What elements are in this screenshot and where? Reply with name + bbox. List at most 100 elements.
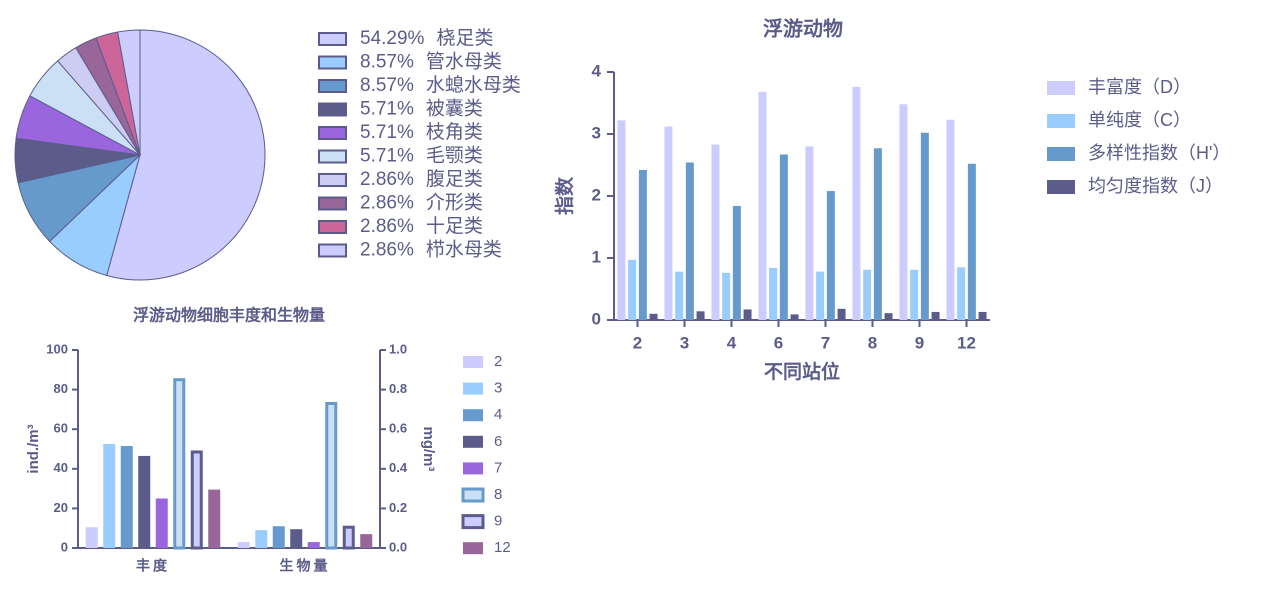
legend-swatch xyxy=(318,196,347,211)
legend-entry: 2.86% 介形类 xyxy=(360,192,483,214)
bar xyxy=(664,126,673,320)
x-tick-label: 2 xyxy=(633,333,642,352)
legend-percent: 8.57% xyxy=(360,52,414,73)
legend-label: 丰富度（D） xyxy=(1088,77,1191,97)
legend-entry: 54.29% 桡足类 xyxy=(360,27,493,49)
legend-swatch xyxy=(461,514,485,530)
legend-swatch xyxy=(1047,147,1075,161)
legend-percent: 5.71% xyxy=(360,146,414,167)
bar xyxy=(675,271,684,320)
legend-label: 9 xyxy=(494,513,502,530)
bar xyxy=(920,132,929,320)
bar xyxy=(852,86,861,320)
y2-tick-label: 1.0 xyxy=(389,341,407,356)
y2-axis-label: mg/m³ xyxy=(420,427,437,472)
legend-label: 4 xyxy=(494,406,502,423)
legend-label: 被囊类 xyxy=(426,98,483,120)
bar xyxy=(826,191,835,320)
bar xyxy=(732,205,741,320)
legend-label: 2 xyxy=(494,353,502,370)
legend-entry: 5.71% 枝角类 xyxy=(360,121,483,143)
x-axis-label: 不同站位 xyxy=(764,360,840,383)
legend-swatch xyxy=(1047,81,1075,95)
legend-swatch xyxy=(463,382,483,395)
legend-label: 均匀度指数（J） xyxy=(1088,176,1223,196)
legend-swatch xyxy=(463,462,483,475)
legend-label: 管水母类 xyxy=(426,51,502,73)
y-axis-label: ind./m³ xyxy=(25,424,42,473)
bar xyxy=(711,144,720,320)
legend-label: 3 xyxy=(494,380,502,397)
bar xyxy=(910,269,919,320)
legend-label: 6 xyxy=(494,433,502,450)
bar xyxy=(208,489,221,548)
bar xyxy=(237,542,250,548)
chart-title: 浮游动物细胞丰度和生物量 xyxy=(133,306,325,325)
bar xyxy=(696,311,705,320)
legend-swatch xyxy=(318,126,347,140)
legend-swatch xyxy=(1047,180,1075,194)
bar xyxy=(649,313,658,320)
x-tick-label: 8 xyxy=(868,333,877,352)
legend-label: 7 xyxy=(494,459,502,476)
bar xyxy=(138,455,151,548)
legend-swatch xyxy=(318,102,347,117)
bar xyxy=(190,450,203,550)
pie-slice xyxy=(117,29,141,156)
y-tick-label: 100 xyxy=(46,341,68,356)
x-tick-label: 6 xyxy=(774,333,783,352)
bar xyxy=(863,269,872,320)
legend-entry: 8.57% 管水母类 xyxy=(360,51,502,73)
legend-swatch xyxy=(318,220,347,234)
legend-swatch xyxy=(318,173,347,187)
x-tick-label: 4 xyxy=(727,333,737,352)
legend-swatch xyxy=(318,55,347,70)
legend-swatch xyxy=(318,243,347,258)
legend-percent: 8.57% xyxy=(360,75,414,96)
bar xyxy=(638,169,647,320)
legend-swatch xyxy=(463,435,483,448)
bar xyxy=(816,271,825,320)
bar xyxy=(873,148,882,320)
bar xyxy=(769,267,778,320)
bar xyxy=(957,267,966,320)
bar xyxy=(85,527,98,548)
x-tick-label: 3 xyxy=(680,333,689,352)
legend-entry: 5.71% 被囊类 xyxy=(360,98,483,120)
legend-label: 8 xyxy=(494,486,502,503)
bar xyxy=(272,526,285,548)
bar xyxy=(805,146,814,320)
bar xyxy=(120,446,133,548)
legend-swatch xyxy=(463,356,483,368)
legend-swatch xyxy=(1047,114,1075,128)
bar xyxy=(946,119,955,321)
bar xyxy=(342,525,355,550)
legend-label: 介形类 xyxy=(426,192,483,214)
y-tick-label: 0 xyxy=(592,309,601,328)
legend-entry: 2.86% 十足类 xyxy=(360,215,483,237)
bar xyxy=(617,120,626,320)
bar xyxy=(743,309,752,320)
y-tick-label: 20 xyxy=(54,500,68,515)
y-tick-label: 4 xyxy=(592,61,602,80)
bar xyxy=(931,311,940,320)
y2-tick-label: 0.6 xyxy=(389,421,407,436)
bar xyxy=(685,162,694,320)
bar xyxy=(837,308,846,320)
legend-swatch xyxy=(318,149,347,164)
x-tick-label: 12 xyxy=(957,333,976,352)
bar xyxy=(967,163,976,320)
x-tick-label: 9 xyxy=(915,333,924,352)
bar xyxy=(360,534,373,548)
bar xyxy=(290,529,303,548)
legend-percent: 5.71% xyxy=(360,99,414,120)
bar xyxy=(790,314,799,320)
y2-tick-label: 0.4 xyxy=(389,460,408,475)
x-tick-label: 7 xyxy=(821,333,830,352)
legend-swatch xyxy=(463,409,483,422)
legend-swatch xyxy=(318,79,347,93)
x-tick-label: 生物量 xyxy=(280,558,331,574)
bar xyxy=(255,530,268,548)
legend-label: 单纯度（C） xyxy=(1088,110,1191,130)
